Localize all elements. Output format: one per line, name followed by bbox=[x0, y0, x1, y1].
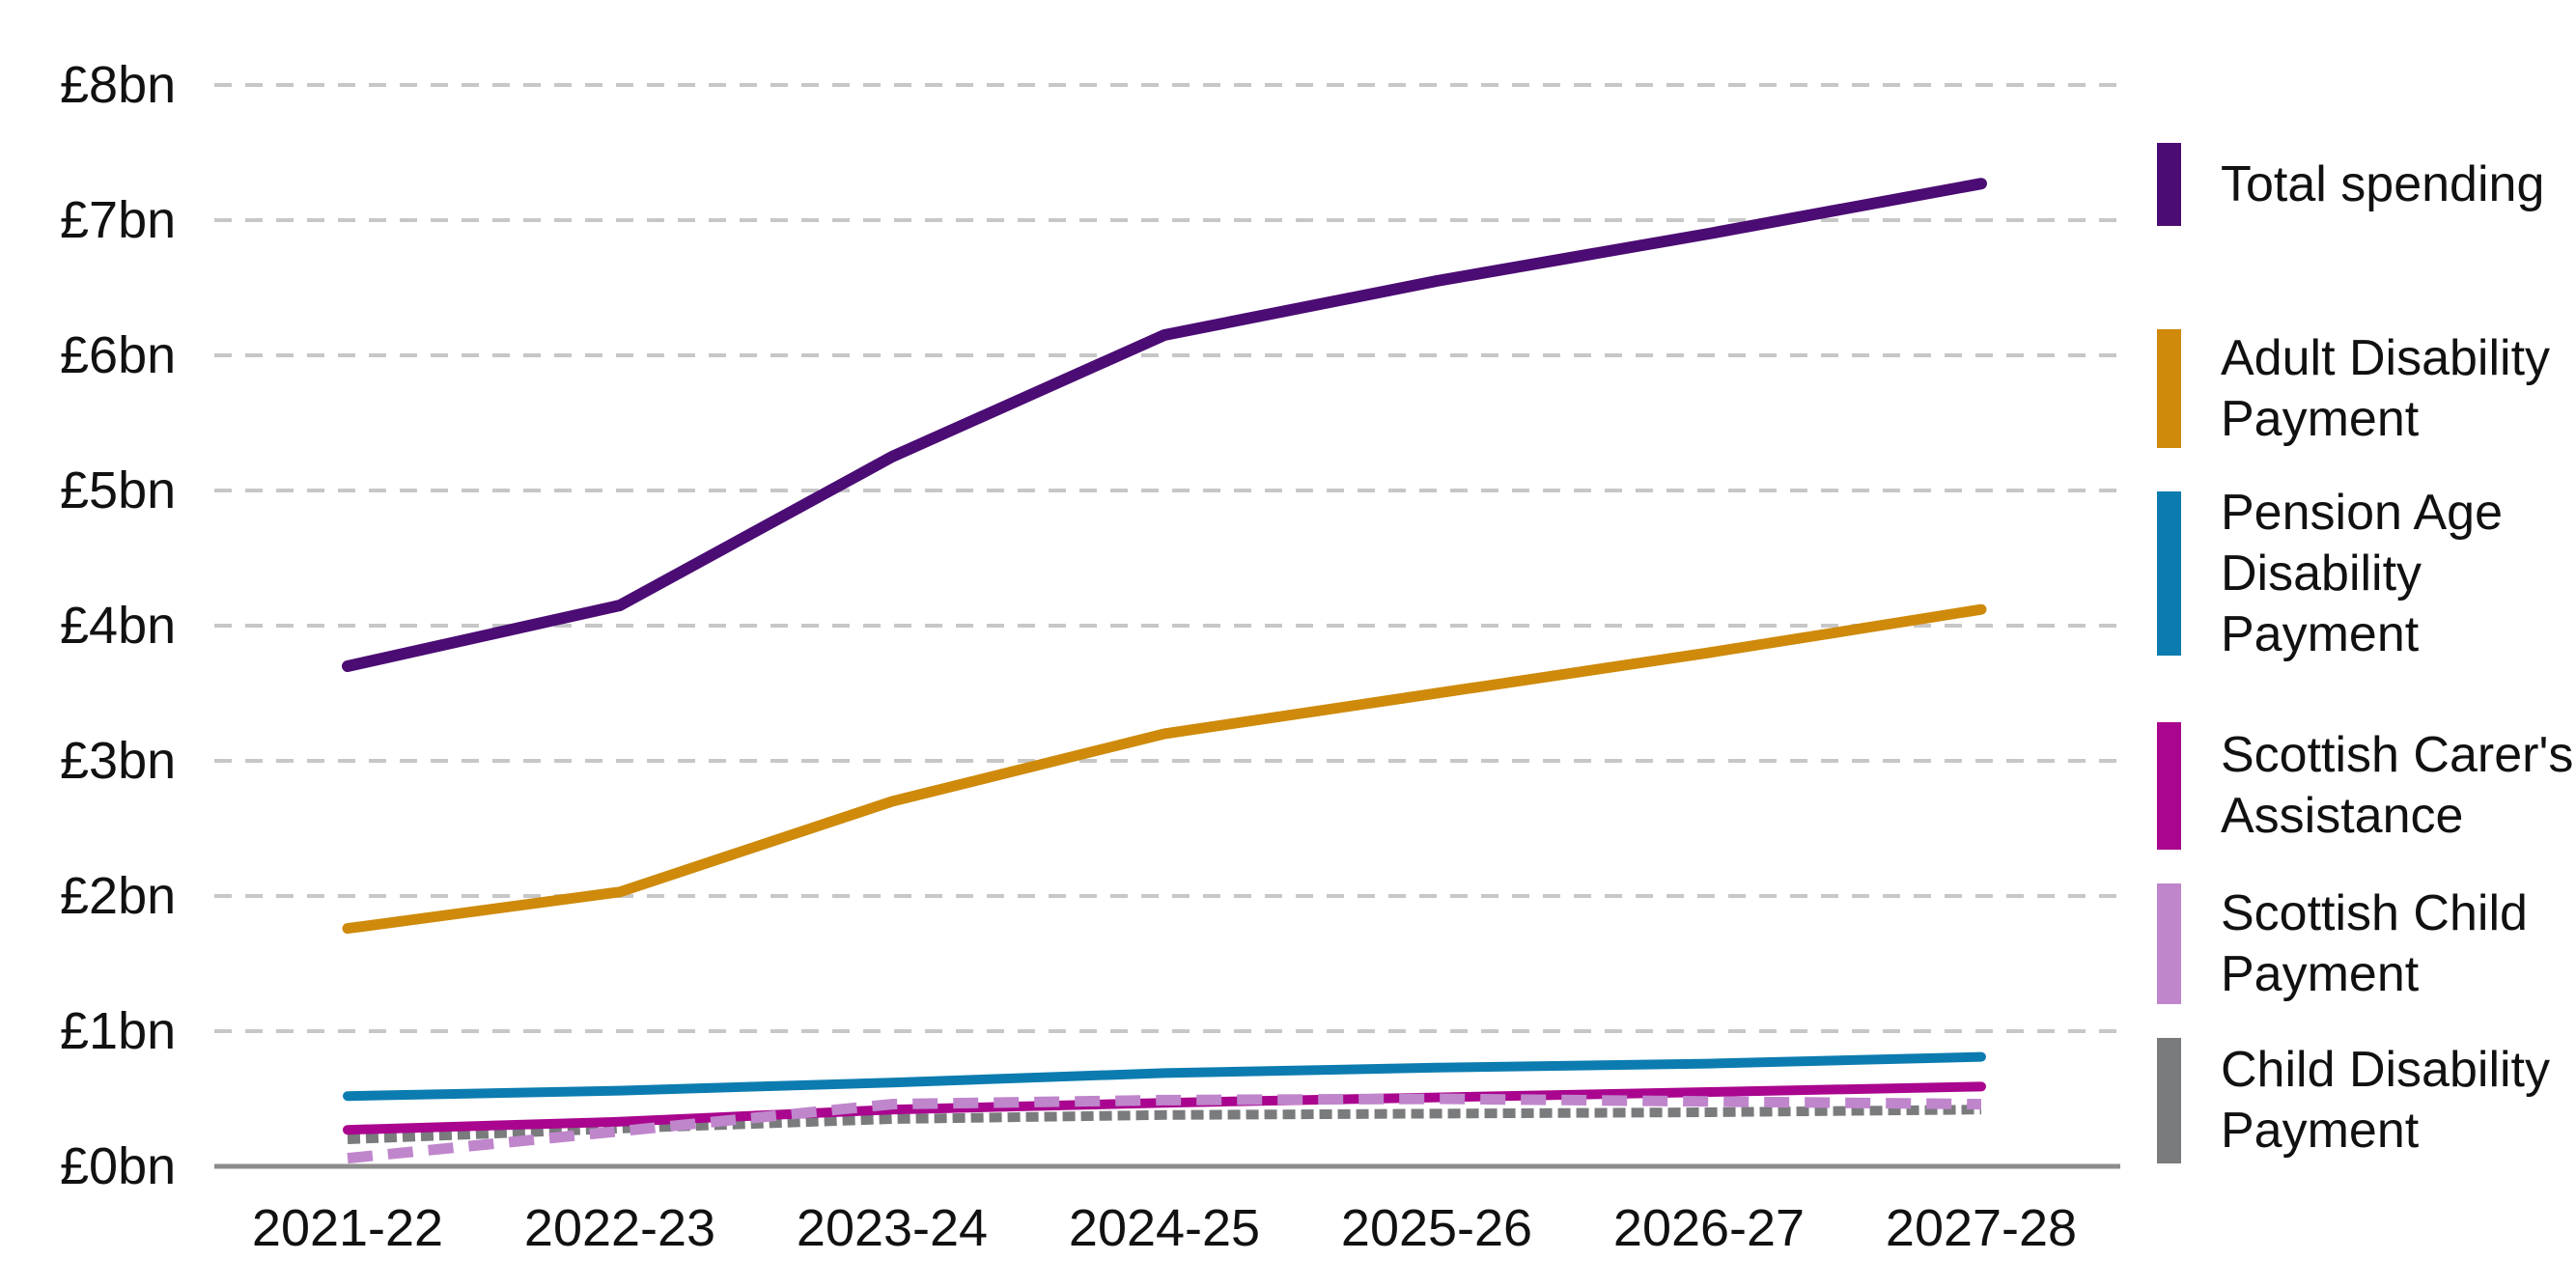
x-axis-tick-label: 2025-26 bbox=[1340, 1199, 1533, 1257]
legend-label-line: Adult Disability bbox=[2221, 329, 2551, 386]
legend-item-scottish-carer-s-assistance: Scottish Carer's Assistance bbox=[2157, 722, 2573, 850]
legend-label-line: Scottish Carer's bbox=[2221, 727, 2574, 783]
series-line-total-spending bbox=[342, 178, 1987, 672]
y-axis-tick-label: £8bn bbox=[60, 56, 177, 114]
legend-label-line: Disability bbox=[2221, 545, 2422, 602]
y-axis-tick-label: £6bn bbox=[60, 326, 177, 384]
series-line-scottish-child-payment bbox=[347, 1093, 1982, 1164]
legend-swatch bbox=[2157, 722, 2181, 850]
legend-label: Pension Age Disability Payment bbox=[2221, 483, 2503, 665]
series-line-adult-disability-payment bbox=[342, 603, 1987, 935]
legend-item-adult-disability-payment: Adult Disability Payment bbox=[2157, 329, 2550, 448]
legend-label-line: Assistance bbox=[2221, 788, 2464, 844]
legend-item-pension-age-disability-payment: Pension Age Disability Payment bbox=[2157, 485, 2503, 662]
x-axis-tick-label: 2024-25 bbox=[1068, 1199, 1261, 1257]
legend-label: Child Disability Payment bbox=[2221, 1040, 2550, 1162]
legend-label-line: Total spending bbox=[2221, 155, 2545, 212]
legend-swatch bbox=[2157, 143, 2181, 226]
x-axis-tick-label: 2022-23 bbox=[523, 1199, 716, 1257]
series-line-pension-age-disability-payment bbox=[343, 1051, 1986, 1102]
legend-label-line: Scottish Child bbox=[2221, 884, 2528, 941]
y-axis-tick-label: £7bn bbox=[60, 191, 177, 249]
legend-label: Total spending bbox=[2221, 154, 2544, 215]
y-axis-tick-label: £2bn bbox=[60, 867, 177, 925]
y-axis-tick-label: £0bn bbox=[60, 1137, 177, 1195]
y-axis-tick-label: £1bn bbox=[60, 1002, 177, 1060]
legend-label-line: Payment bbox=[2221, 390, 2420, 447]
legend-label-line: Pension Age bbox=[2221, 484, 2504, 541]
legend-item-child-disability-payment: Child Disability Payment bbox=[2157, 1038, 2550, 1163]
legend-swatch bbox=[2157, 883, 2181, 1004]
x-axis-tick-label: 2023-24 bbox=[796, 1199, 989, 1257]
legend-label: Scottish Carer's Assistance bbox=[2221, 725, 2573, 847]
x-axis-tick-label: 2027-28 bbox=[1885, 1199, 2078, 1257]
series-line-child-disability-payment bbox=[347, 1105, 1982, 1144]
x-axis-tick-label: 2021-22 bbox=[251, 1199, 444, 1257]
legend-item-scottish-child-payment: Scottish Child Payment bbox=[2157, 883, 2528, 1004]
legend-label: Adult Disability Payment bbox=[2221, 328, 2550, 450]
legend-label-line: Payment bbox=[2221, 1103, 2420, 1159]
legend-item-total-spending: Total spending bbox=[2157, 143, 2544, 226]
legend-swatch bbox=[2157, 491, 2181, 656]
y-axis-tick-label: £5bn bbox=[60, 462, 177, 519]
legend-label: Scottish Child Payment bbox=[2221, 883, 2528, 1005]
x-axis-tick-label: 2026-27 bbox=[1612, 1199, 1806, 1257]
legend-label-line: Payment bbox=[2221, 605, 2420, 662]
legend-swatch bbox=[2157, 1038, 2181, 1163]
legend-label-line: Payment bbox=[2221, 945, 2420, 1002]
legend-swatch bbox=[2157, 329, 2181, 448]
legend-label-line: Child Disability bbox=[2221, 1042, 2550, 1098]
y-axis-tick-label: £3bn bbox=[60, 732, 177, 790]
y-axis-tick-label: £4bn bbox=[60, 597, 177, 655]
